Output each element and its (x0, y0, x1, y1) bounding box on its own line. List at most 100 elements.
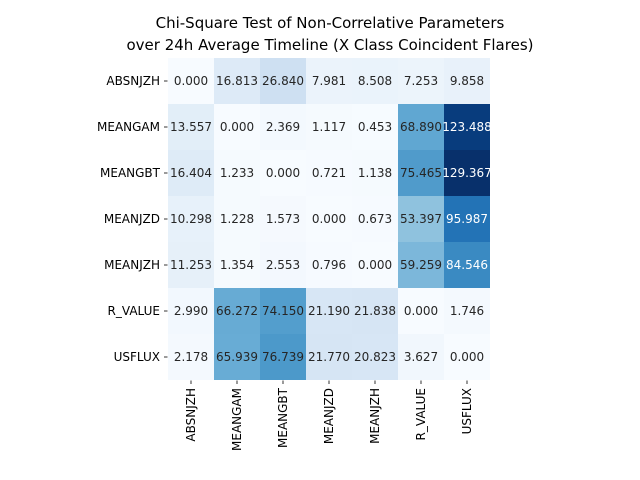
cell-value-label: 10.298 (170, 212, 212, 226)
heatmap-cell (260, 242, 306, 288)
cell-value-label: 1.233 (220, 166, 254, 180)
cell-value-label: 0.453 (358, 120, 392, 134)
cell-value-label: 1.228 (220, 212, 254, 226)
cell-value-label: 11.253 (170, 258, 212, 272)
chart-title-line-1: Chi-Square Test of Non-Correlative Param… (156, 14, 505, 32)
heatmap-cell (352, 58, 398, 104)
cell-value-label: 21.838 (354, 304, 396, 318)
heatmap-cell (444, 196, 490, 242)
y-tick-label: MEANGAM (97, 120, 160, 134)
cell-value-label: 0.000 (312, 212, 346, 226)
heatmap-cell (168, 150, 214, 196)
heatmap-cells (168, 58, 490, 380)
heatmap-cell (398, 58, 444, 104)
cell-value-label: 65.939 (216, 350, 258, 364)
cell-value-label: 0.000 (220, 120, 254, 134)
cell-value-label: 66.272 (216, 304, 258, 318)
x-tick-label: MEANJZD (322, 388, 336, 444)
heatmap-cell (306, 334, 352, 380)
cell-value-label: 16.404 (170, 166, 212, 180)
heatmap-cell (444, 334, 490, 380)
cell-value-label: 16.813 (216, 74, 258, 88)
heatmap-cell (260, 288, 306, 334)
heatmap-cell (214, 334, 260, 380)
heatmap-cell (398, 104, 444, 150)
cell-value-label: 8.508 (358, 74, 392, 88)
heatmap-cell (352, 334, 398, 380)
cell-value-label: 7.981 (312, 74, 346, 88)
x-tick-label: MEANJZH (368, 388, 382, 444)
x-axis: ABSNJZH MEANGAM MEANGBT MEANJZD MEANJZH R_VAL… (184, 380, 474, 451)
x-tick-label: MEANGAM (230, 388, 244, 451)
heatmap-cell (306, 104, 352, 150)
cell-value-label: 0.796 (312, 258, 346, 272)
cell-value-label: 0.000 (266, 166, 300, 180)
heatmap-cell (260, 58, 306, 104)
heatmap-cell (260, 150, 306, 196)
heatmap-cell (306, 150, 352, 196)
cell-value-label: 68.890 (400, 120, 442, 134)
cell-value-label: 2.178 (174, 350, 208, 364)
cell-value-label: 2.553 (266, 258, 300, 272)
cell-value-label: 53.397 (400, 212, 442, 226)
heatmap-cell (260, 334, 306, 380)
cell-value-label: 76.739 (262, 350, 304, 364)
cell-value-label: 7.253 (404, 74, 438, 88)
cell-value-label: 20.823 (354, 350, 396, 364)
heatmap-cell (444, 104, 490, 150)
cell-value-label: 26.840 (262, 74, 304, 88)
cell-value-label: 1.573 (266, 212, 300, 226)
heatmap-cell (306, 58, 352, 104)
heatmap-cell (352, 288, 398, 334)
heatmap-cell (214, 58, 260, 104)
cell-value-label: 95.987 (446, 212, 488, 226)
heatmap-cell (214, 104, 260, 150)
heatmap-cell (260, 104, 306, 150)
cell-value-label: 3.627 (404, 350, 438, 364)
cell-value-label: 0.000 (358, 258, 392, 272)
heatmap-cell (214, 196, 260, 242)
cell-value-label: 129.367 (442, 166, 492, 180)
cell-value-label: 0.000 (174, 74, 208, 88)
heatmap-annotations: 0.000 16.813 26.840 7.981 8.508 7.253 9.858 13.… (170, 74, 492, 364)
heatmap-cell (444, 242, 490, 288)
y-tick-label: MEANJZD (104, 212, 160, 226)
cell-value-label: 0.673 (358, 212, 392, 226)
heatmap-cell (352, 196, 398, 242)
heatmap-cell (168, 104, 214, 150)
cell-value-label: 0.000 (450, 350, 484, 364)
x-tick-label: R_VALUE (414, 388, 428, 440)
cell-value-label: 1.138 (358, 166, 392, 180)
heatmap-cell (306, 242, 352, 288)
heatmap-cell (214, 242, 260, 288)
y-tick-label: R_VALUE (108, 304, 160, 318)
cell-value-label: 84.546 (446, 258, 488, 272)
heatmap-cell (168, 242, 214, 288)
cell-value-label: 21.770 (308, 350, 350, 364)
cell-value-label: 21.190 (308, 304, 350, 318)
cell-value-label: 0.000 (404, 304, 438, 318)
cell-value-label: 123.488 (442, 120, 492, 134)
heatmap-cell (398, 196, 444, 242)
heatmap-cell (444, 288, 490, 334)
heatmap-cell (306, 196, 352, 242)
heatmap-cell (352, 150, 398, 196)
heatmap-cell (260, 196, 306, 242)
heatmap-cell (398, 288, 444, 334)
heatmap-cell (444, 150, 490, 196)
chart-title-line-2: over 24h Average Timeline (X Class Coinc… (127, 36, 534, 54)
cell-value-label: 74.150 (262, 304, 304, 318)
cell-value-label: 2.369 (266, 120, 300, 134)
heatmap-cell (352, 242, 398, 288)
cell-value-label: 1.117 (312, 120, 346, 134)
cell-value-label: 59.259 (400, 258, 442, 272)
cell-value-label: 1.354 (220, 258, 254, 272)
cell-value-label: 2.990 (174, 304, 208, 318)
cell-value-label: 1.746 (450, 304, 484, 318)
y-axis: ABSNJZH MEANGAM MEANGBT MEANJZD MEANJZH R_VAL… (97, 74, 168, 364)
heatmap-cell (398, 150, 444, 196)
heatmap-cell (168, 196, 214, 242)
cell-value-label: 0.721 (312, 166, 346, 180)
heatmap-cell (306, 288, 352, 334)
